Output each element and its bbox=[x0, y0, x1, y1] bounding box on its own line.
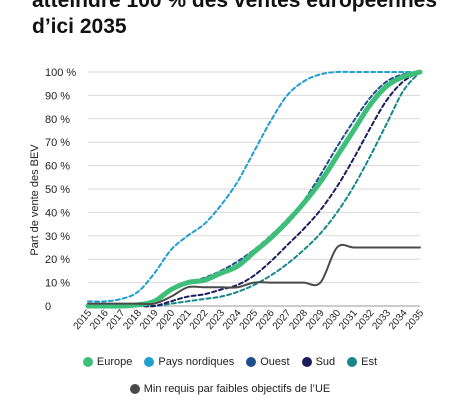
series-line-est bbox=[87, 71, 421, 308]
legend-label: Europe bbox=[96, 356, 133, 368]
legend-item: Ouest bbox=[246, 356, 290, 368]
legend-item: Europe bbox=[82, 356, 133, 368]
legend-swatch bbox=[129, 384, 140, 394]
legend-row-1: Europe Pays nordiques Ouest Sud Est bbox=[0, 356, 460, 368]
y-tick-label: 80 % bbox=[45, 114, 70, 126]
y-tick-label: 40 % bbox=[45, 207, 70, 219]
legend-label: Est bbox=[361, 356, 378, 368]
chart-title-line1: atteindre 100 % des ventes européennes bbox=[32, 0, 437, 12]
legend-item: Pays nordiques bbox=[144, 356, 234, 368]
series-line-min-requis-par-faibles-objectifs-de-l-ue bbox=[87, 243, 421, 306]
legend-row-2: Min requis par faibles objectifs de l’UE bbox=[0, 383, 460, 395]
chart-title-line2: d’ici 2035 bbox=[32, 15, 127, 38]
y-axis-label: Part de vente des BEV bbox=[29, 144, 41, 256]
legend-label: Ouest bbox=[260, 356, 290, 368]
y-tick-label: 90 % bbox=[45, 90, 70, 102]
legend-label: Pays nordiques bbox=[158, 356, 235, 368]
legend-swatch bbox=[82, 357, 93, 367]
x-axis-ticks: 2015201620172018201920202021202220232024… bbox=[72, 308, 427, 332]
legend-label: Sud bbox=[315, 356, 336, 368]
y-tick-label: 0 bbox=[45, 301, 51, 313]
y-tick-label: 100 % bbox=[45, 67, 76, 79]
legend-swatch bbox=[347, 357, 358, 367]
y-tick-label: 70 % bbox=[45, 137, 70, 149]
y-axis-ticks: 0 10 % 20 % 30 % 40 % 50 % 60 % 70 % 80 % 90 % 100… bbox=[45, 67, 76, 313]
legend-item: Min requis par faibles objectifs de l’UE bbox=[129, 383, 331, 395]
chart-title: atteindre 100 % des ventes européennes d… bbox=[32, 0, 452, 40]
legend-swatch bbox=[301, 357, 312, 367]
y-tick-label: 10 % bbox=[45, 278, 70, 290]
legend-label: Min requis par faibles objectifs de l’UE bbox=[143, 383, 331, 395]
legend-swatch bbox=[144, 357, 155, 367]
series-line-sud bbox=[87, 71, 421, 308]
y-tick-label: 60 % bbox=[45, 161, 70, 173]
grid-layer bbox=[88, 71, 420, 307]
line-chart: 0 10 % 20 % 30 % 40 % 50 % 60 % 70 % 80 % 90 % 100… bbox=[29, 67, 427, 332]
series-lines bbox=[85, 69, 423, 309]
y-tick-label: 50 % bbox=[45, 184, 70, 196]
legend-item: Est bbox=[347, 356, 377, 368]
legend-swatch bbox=[246, 357, 257, 367]
x-tick-label: 2035 bbox=[404, 308, 427, 332]
y-tick-label: 30 % bbox=[45, 231, 70, 243]
series-line-pays-nordiques bbox=[87, 70, 421, 303]
legend-item: Sud bbox=[301, 356, 336, 368]
y-tick-label: 20 % bbox=[45, 254, 70, 266]
